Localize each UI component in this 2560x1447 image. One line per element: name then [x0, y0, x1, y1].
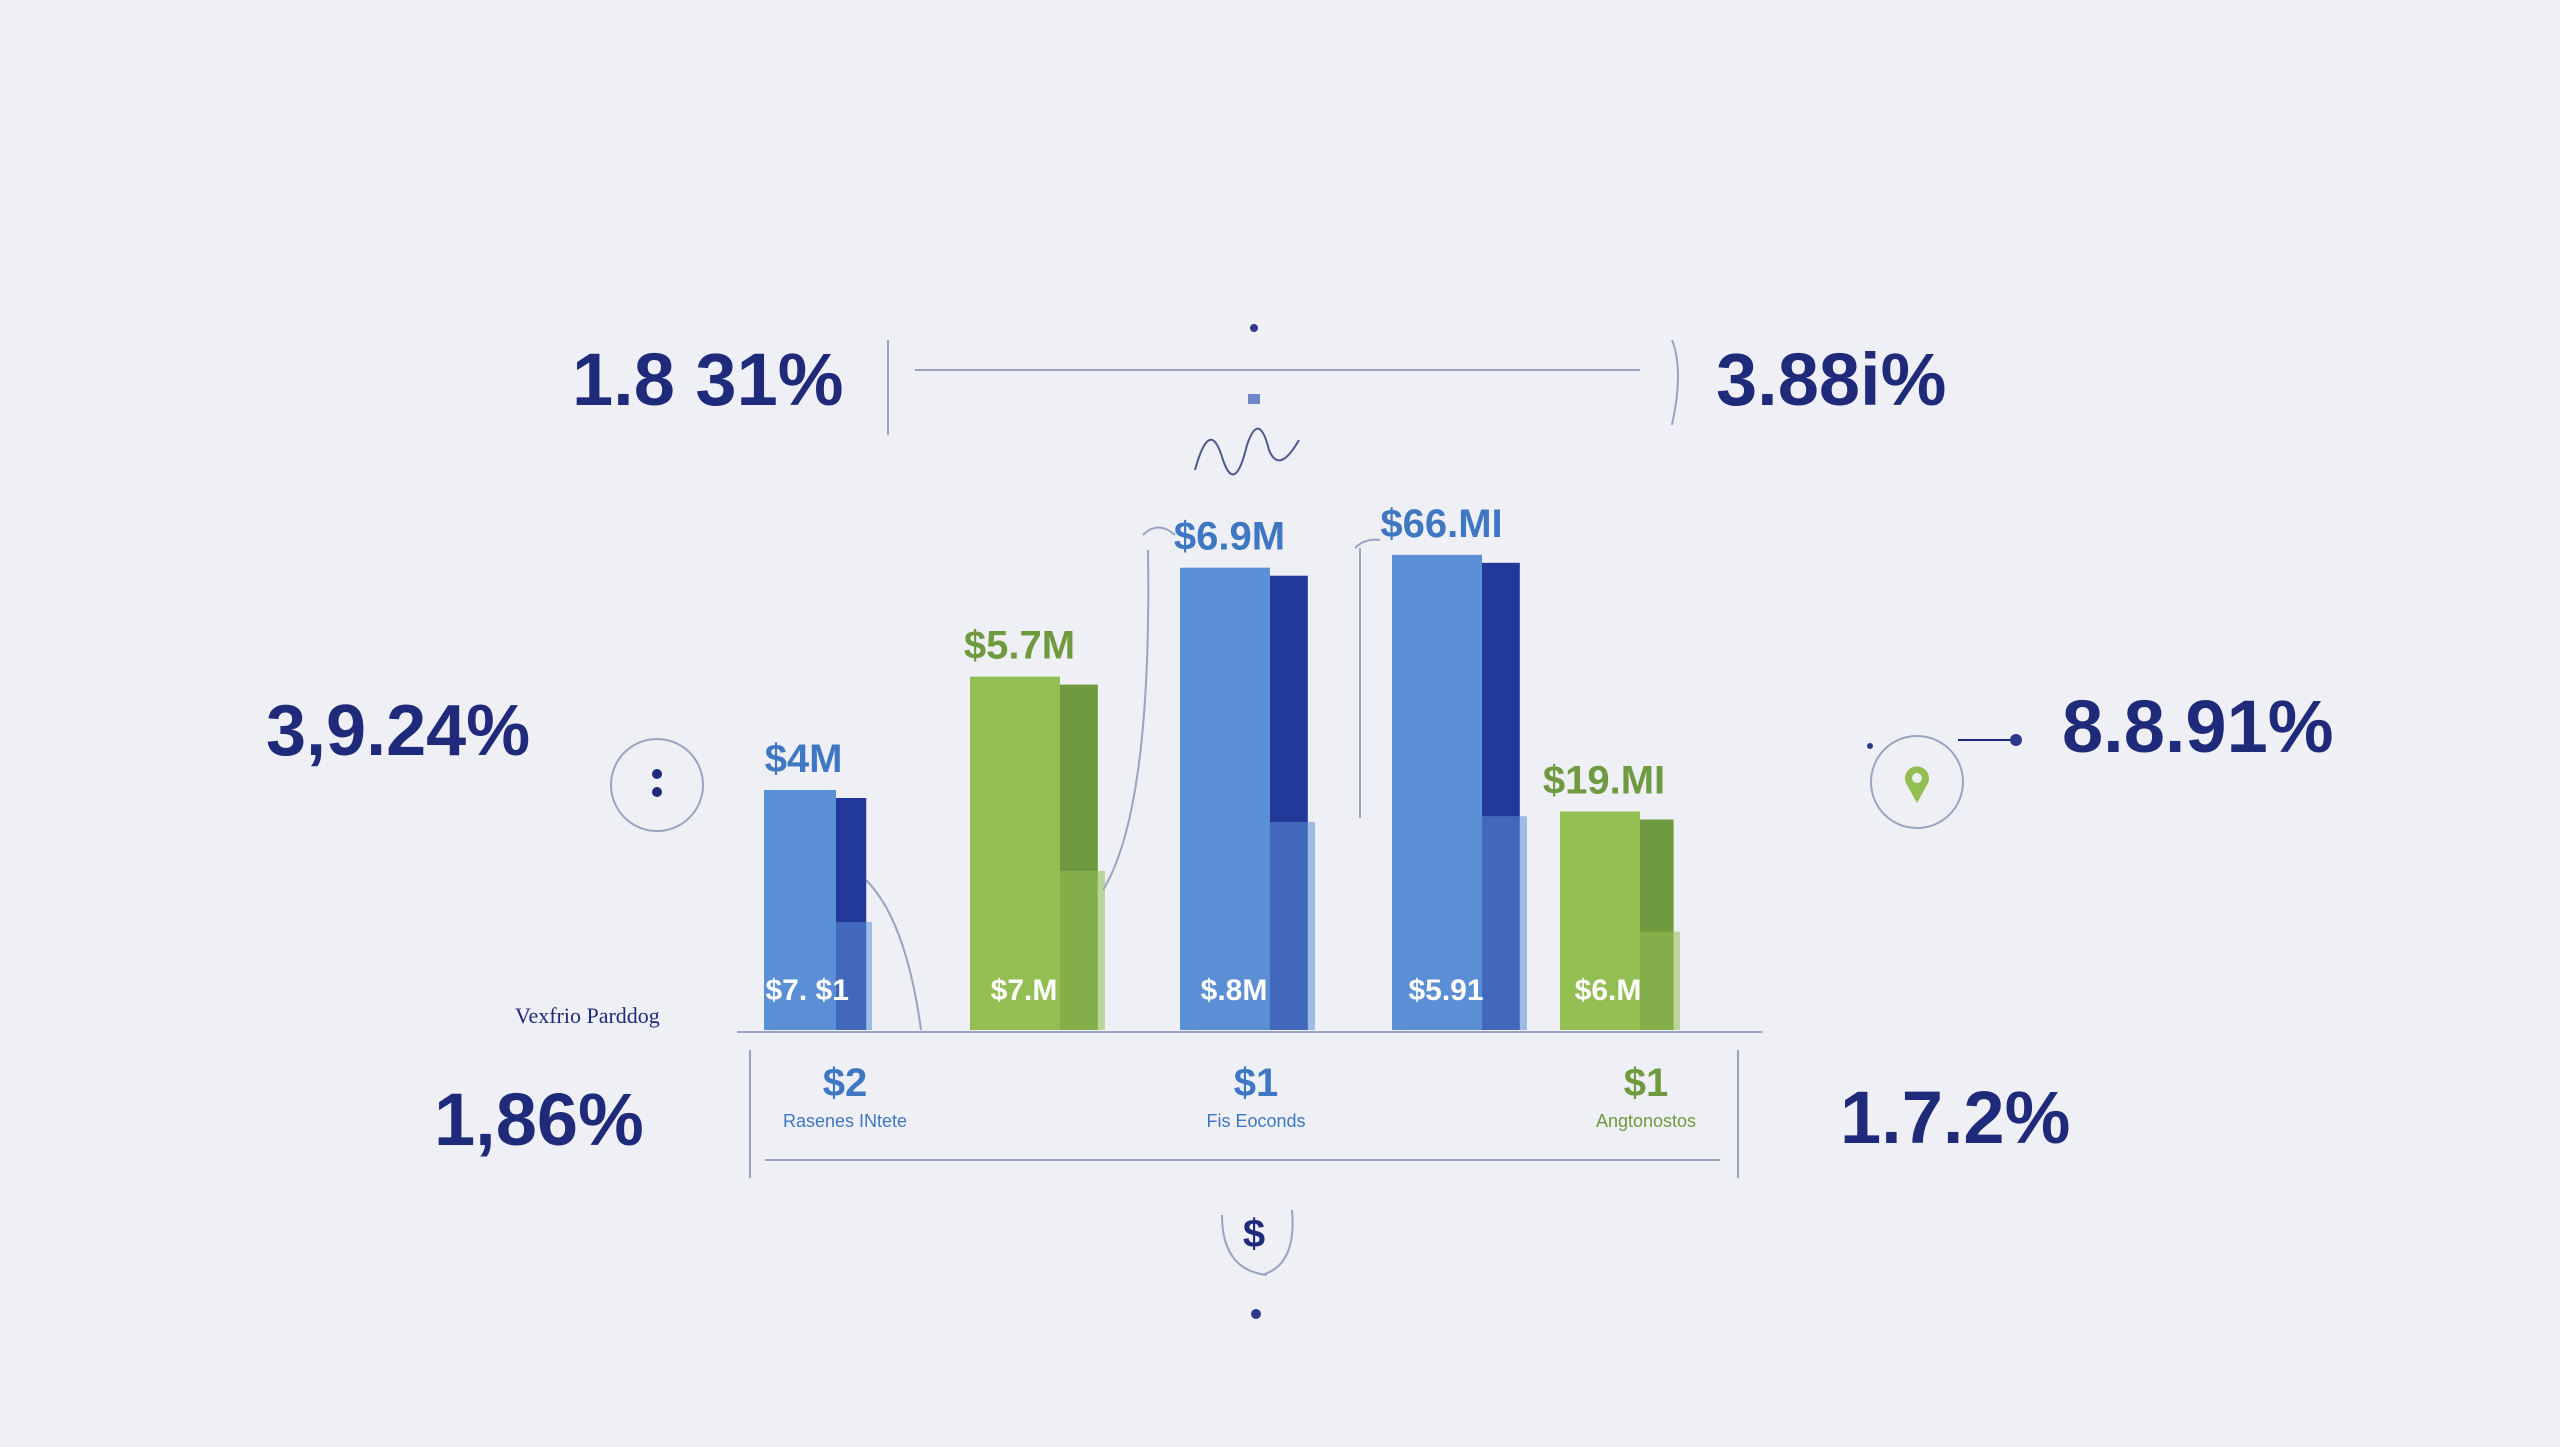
stat-top-right: 3.88i% [1716, 338, 1946, 421]
dot-right-small [1867, 743, 1873, 749]
bottom-caption-3: Angtonostos [1596, 1111, 1696, 1131]
bar-top-label-5: $19.MI [1543, 759, 1665, 803]
dot-bottom [1251, 1309, 1261, 1319]
dots-icon [610, 738, 704, 832]
bar-back-2 [988, 870, 1105, 1030]
bar-top-label-3: $6.9M [1174, 515, 1285, 559]
dot-top [1250, 324, 1258, 332]
bar-inner-label-2: $7.M [991, 974, 1058, 1007]
stat-mid-left: 3,9.24% [266, 691, 530, 771]
bar-top-label-2: $5.7M [964, 624, 1075, 668]
arc-left-66 [1354, 538, 1381, 549]
top-right-bracket [1671, 339, 1679, 426]
stat-bottom-left: 1,86% [434, 1078, 644, 1161]
dot-square [1248, 394, 1260, 404]
bar-inner-label-1: $7. $1 [765, 974, 848, 1007]
stat-mid-right: 8.8.91% [2062, 685, 2334, 768]
bar-group: $4M $7. $1 $5.7M $7.M $6.9M $.8M $66.MI $5.91 $1… [764, 502, 1680, 1030]
dot-right [2010, 734, 2022, 746]
stat-top-left: 1.8 31% [572, 338, 844, 421]
bar-inner-label-3: $.8M [1201, 974, 1268, 1007]
decor-dots [1248, 324, 2022, 1319]
bar-3 [1180, 567, 1315, 1030]
bar-1 [764, 790, 872, 1030]
bar-back-3 [1198, 821, 1315, 1030]
decor-lines [737, 339, 2015, 1178]
connector-curve-left [865, 879, 922, 1031]
bottom-caption-2: Fis Eoconds [1206, 1111, 1305, 1131]
bar-top-label-4: $66.MI [1380, 502, 1502, 546]
stat-bottom-right: 1.7.2% [1840, 1076, 2070, 1159]
location-pin-icon [1870, 735, 1964, 829]
connector-curve-1 [1102, 549, 1150, 891]
bar-inner-label-4: $5.91 [1408, 974, 1483, 1007]
bar-top-label-1: $4M [765, 737, 843, 781]
bar-2 [970, 676, 1105, 1030]
bar-back-5 [1576, 931, 1680, 1030]
bottom-value-2: $1 [1234, 1061, 1279, 1105]
svg-text:$: $ [1243, 1212, 1265, 1256]
bar-5 [1560, 811, 1680, 1030]
bar-inner-label-5: $6.M [1575, 974, 1642, 1007]
squiggle [1194, 427, 1300, 476]
bottom-value-3: $1 [1624, 1061, 1669, 1105]
arc-left-6 [1142, 526, 1176, 536]
bottom-groups: $2 Rasenes INtete $1 Fis Eoconds $1 Angtonost… [783, 1061, 1696, 1131]
dollar-icon: $ [1221, 1209, 1294, 1276]
bottom-caption-1: Rasenes INtete [783, 1111, 907, 1131]
side-label: Vexfrio Parddog [515, 1003, 660, 1028]
bottom-value-1: $2 [823, 1061, 868, 1105]
bar-back-4 [1410, 816, 1527, 1030]
bar-4 [1392, 554, 1527, 1030]
bar-back-1 [778, 922, 872, 1030]
